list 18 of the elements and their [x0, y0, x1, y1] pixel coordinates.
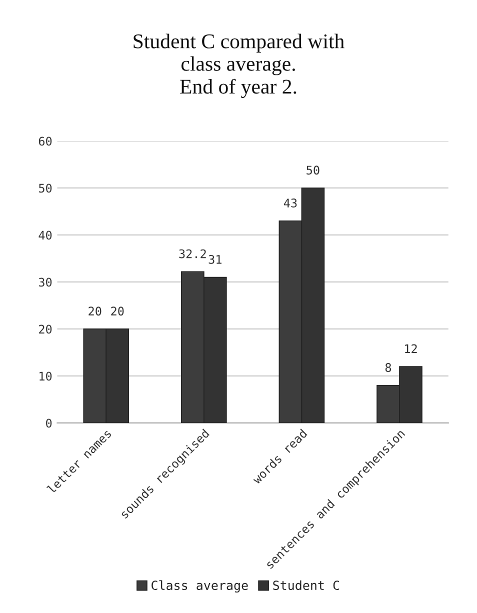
y-tick-label: 60: [38, 136, 52, 146]
data-label: 32.2: [179, 249, 206, 258]
y-tick-label: 20: [39, 324, 52, 334]
y-tick-label: 50: [38, 184, 52, 193]
data-label: 31: [208, 254, 222, 264]
data-label: 12: [405, 344, 417, 354]
y-tick-label: 10: [40, 372, 52, 381]
chart-title: Student C compared with class average. End of year 2.: [134, 34, 344, 98]
legend-label: Class average: [152, 580, 248, 593]
data-label: 20: [111, 306, 124, 316]
data-label: 8: [385, 363, 392, 372]
legend-label: Student C: [273, 580, 340, 590]
data-label: 50: [306, 166, 320, 175]
data-label: 20: [88, 306, 102, 316]
data-label: 43: [284, 198, 297, 208]
y-tick-label: 30: [38, 278, 52, 287]
y-tick-label: 0: [46, 418, 52, 428]
y-tick-label: 40: [38, 230, 52, 240]
